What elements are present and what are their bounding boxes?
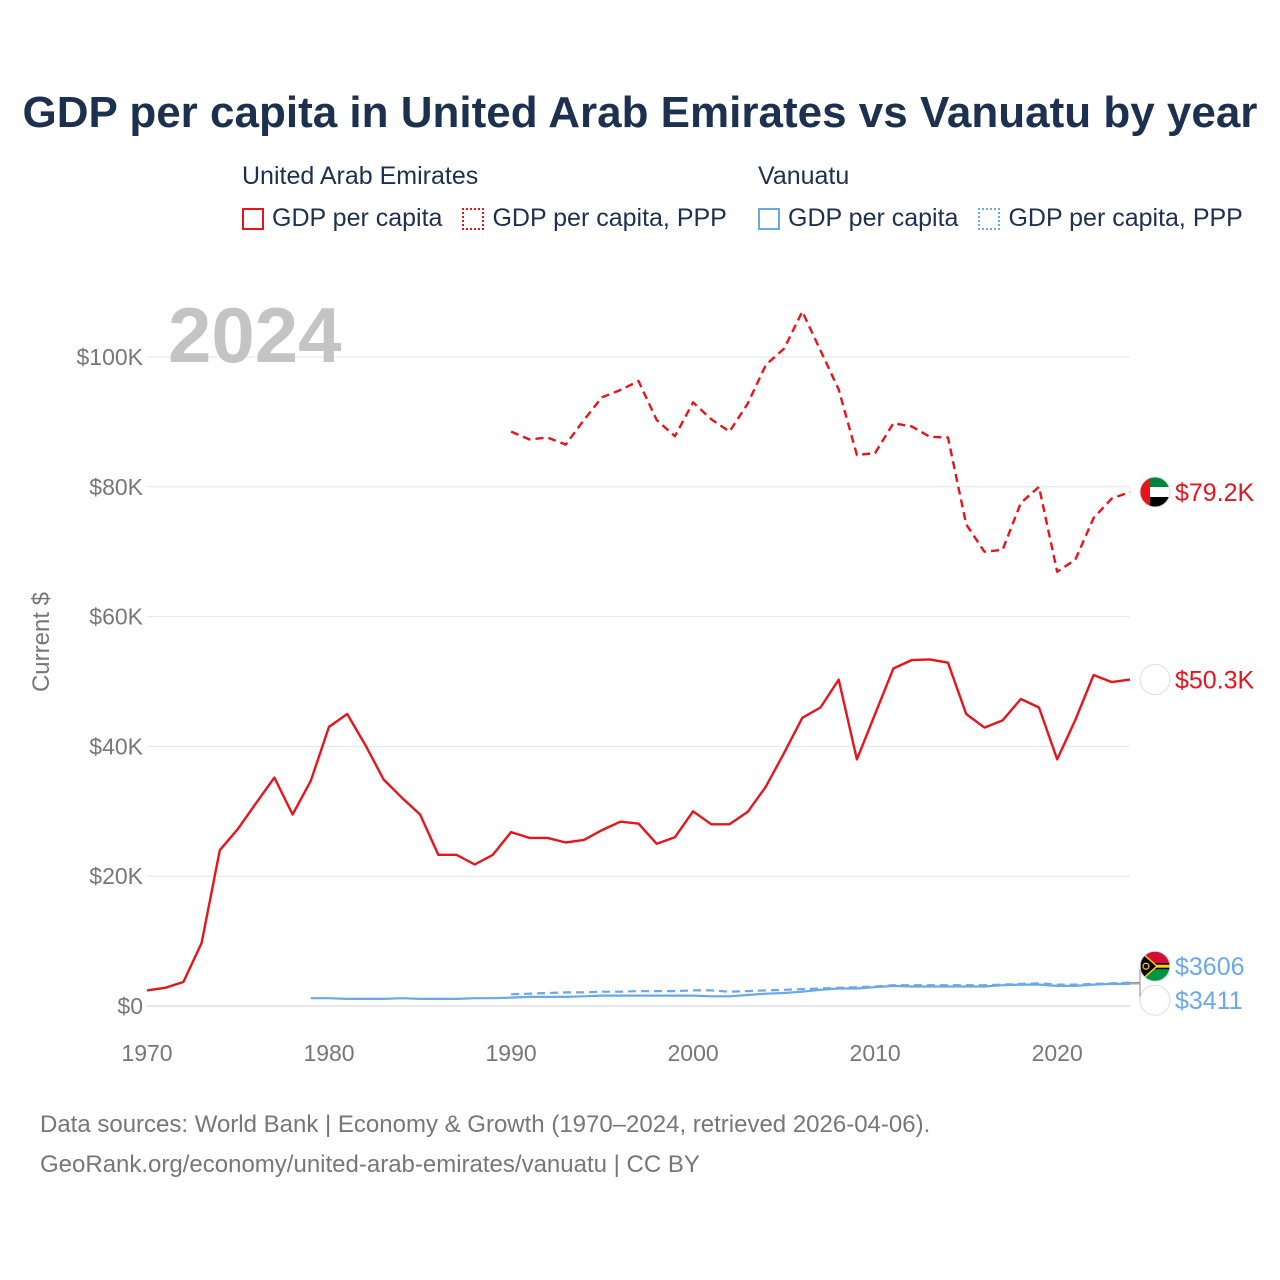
legend-item-uae-gdp[interactable]: GDP per capita bbox=[242, 204, 442, 233]
legend-country-uae: United Arab Emirates bbox=[242, 162, 479, 190]
legend-label: GDP per capita bbox=[272, 204, 443, 232]
flag-half-red bbox=[1140, 985, 1170, 1000]
flag-half-green bbox=[1140, 1000, 1170, 1015]
legend-item-vanuatu-ppp[interactable]: GDP per capita, PPP bbox=[978, 204, 1243, 233]
label-connector bbox=[1130, 966, 1141, 984]
series-line-1 bbox=[510, 310, 1131, 573]
footer-sources: Data sources: World Bank | Economy & Gro… bbox=[40, 1111, 931, 1138]
x-tick-label: 2000 bbox=[668, 1040, 719, 1066]
flag-body bbox=[1140, 476, 1170, 507]
legend-label: GDP per capita bbox=[788, 204, 959, 232]
flag-hoist-red bbox=[1140, 476, 1150, 507]
x-tick-label: 1990 bbox=[485, 1040, 536, 1066]
chart-title: GDP per capita in United Arab Emirates v… bbox=[22, 88, 1258, 137]
flag-band-black bbox=[1140, 997, 1170, 1003]
footer-link[interactable]: GeoRank.org/economy/united-arab-emirates… bbox=[40, 1151, 700, 1178]
legend-swatch-dotted bbox=[462, 207, 485, 230]
legend-swatch-solid bbox=[758, 207, 780, 230]
x-tick-label: 2020 bbox=[1032, 1040, 1083, 1066]
y-tick-label: $100K bbox=[76, 344, 143, 370]
flag-stripe-black bbox=[1140, 496, 1170, 507]
series-line-3 bbox=[511, 981, 1131, 996]
legend-label: GDP per capita, PPP bbox=[1008, 204, 1243, 232]
legend-swatch-solid bbox=[242, 207, 264, 230]
end-value-label: $3606 bbox=[1175, 953, 1245, 981]
flag-vanuatu-icon bbox=[1139, 984, 1171, 1016]
flag-outline bbox=[1139, 476, 1171, 508]
end-value-label: $3411 bbox=[1175, 987, 1243, 1015]
flag-triangle bbox=[1140, 985, 1157, 1015]
y-tick-label: $0 bbox=[117, 993, 143, 1019]
end-value-label: $79.2K bbox=[1175, 479, 1255, 507]
y-tick-label: $60K bbox=[89, 604, 143, 630]
flag-emblem bbox=[1142, 962, 1150, 970]
flag-stripe-green bbox=[1140, 476, 1170, 487]
legend-item-vanuatu-gdp[interactable]: GDP per capita bbox=[758, 204, 958, 233]
flag-uae-icon bbox=[1139, 476, 1171, 508]
flag-body bbox=[1140, 951, 1170, 982]
x-tick-label: 2010 bbox=[850, 1040, 901, 1066]
flag-stripe-white bbox=[1140, 675, 1170, 685]
series-line-0 bbox=[146, 658, 1131, 992]
legend-label: GDP per capita, PPP bbox=[492, 204, 727, 232]
flag-stripe-white bbox=[1140, 486, 1170, 497]
legend-group-vanuatu: Vanuatu GDP per capita GDP per capita, P… bbox=[758, 162, 1243, 233]
label-connector bbox=[1130, 983, 1141, 1001]
legend-country-vanuatu: Vanuatu bbox=[758, 162, 850, 190]
flag-outline bbox=[1139, 664, 1171, 696]
legend-swatch-dotted bbox=[978, 207, 1001, 230]
x-tick-label: 1980 bbox=[303, 1040, 354, 1066]
end-value-label: $50.3K bbox=[1175, 667, 1255, 695]
flag-vanuatu-icon bbox=[1139, 950, 1171, 982]
y-tick-label: $80K bbox=[89, 474, 143, 500]
year-label: 2024 bbox=[168, 291, 342, 379]
flag-uae-icon bbox=[1139, 664, 1171, 696]
x-tick-label: 1970 bbox=[121, 1040, 172, 1066]
legend-item-uae-ppp[interactable]: GDP per capita, PPP bbox=[462, 204, 727, 233]
flag-outline bbox=[1139, 950, 1171, 982]
flag-emblem bbox=[1143, 997, 1149, 1003]
y-tick-label: $40K bbox=[89, 733, 143, 759]
flag-outline bbox=[1139, 984, 1171, 1016]
flag-band-yellow bbox=[1140, 999, 1170, 1002]
y-axis-title: Current $ bbox=[28, 591, 55, 693]
footer: Data sources: World Bank | Economy & Gro… bbox=[40, 1105, 930, 1185]
y-tick-label: $20K bbox=[89, 863, 143, 889]
legend-group-uae: United Arab Emirates GDP per capita GDP … bbox=[242, 162, 727, 233]
